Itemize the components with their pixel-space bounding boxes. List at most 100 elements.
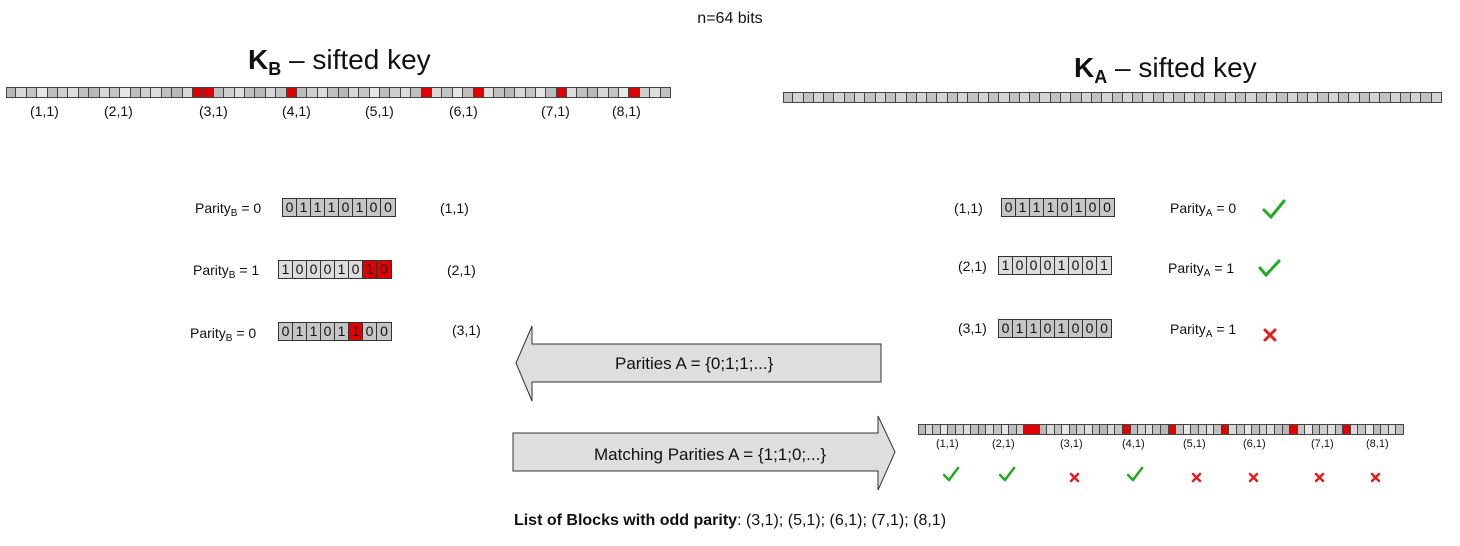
key-bit-cell: [1183, 424, 1192, 435]
cross-icon: [1263, 328, 1277, 342]
bit-cell: 0: [1097, 320, 1111, 337]
key-bit-cell: [546, 87, 557, 98]
bit-cell: 1: [1072, 199, 1086, 216]
key-bit-cell: [1373, 424, 1382, 435]
bit-cell: 0: [1013, 257, 1027, 274]
bit-cell: 0: [321, 323, 335, 340]
key-bit-cell: [567, 87, 578, 98]
key-bit-cell: [933, 424, 941, 435]
small-key-block-label: (6,1): [1243, 438, 1266, 450]
key-bit-cell: [1009, 92, 1020, 103]
alice-block-id-3: (3,1): [958, 320, 987, 336]
bit-cell: 0: [999, 320, 1013, 337]
key-bit-cell: [1335, 424, 1344, 435]
key-bit-cell: [1339, 92, 1350, 103]
key-bit-cell: [380, 87, 391, 98]
key-bit-cell: [598, 87, 609, 98]
key-bit-cell: [1145, 424, 1154, 435]
key-bit-cell: [494, 87, 505, 98]
key-bit-cell: [803, 92, 814, 103]
key-bit-cell: [1431, 92, 1442, 103]
key-bit-cell: [927, 92, 938, 103]
key-bit-cell: [161, 87, 173, 98]
key-bit-cell: [925, 424, 934, 435]
key-bit-cell: [120, 87, 131, 98]
bit-cell: 1: [363, 261, 377, 278]
key-bit-cell: [639, 87, 651, 98]
key-bit-cell: [1138, 424, 1146, 435]
bit-cell: 0: [377, 323, 391, 340]
key-bit-cell: [1259, 424, 1268, 435]
key-a-title: KA – sifted key: [1074, 52, 1257, 88]
bit-cell: 0: [363, 323, 377, 340]
key-bit-cell: [1312, 424, 1321, 435]
key-bit-cell: [452, 87, 464, 98]
key-bit-cell: [813, 92, 825, 103]
key-bit-cell: [793, 92, 804, 103]
check-icon: [1126, 466, 1144, 482]
key-bit-cell: [328, 87, 339, 98]
bit-cell: 0: [1069, 257, 1083, 274]
alice-parity-1: ParityA = 0: [1170, 200, 1237, 219]
key-b-block-label: (2,1): [104, 103, 133, 119]
cross-icon: [1191, 472, 1202, 483]
key-bit-cell: [1287, 92, 1298, 103]
key-bit-cell: [948, 424, 956, 435]
key-b-title: KB – sifted key: [248, 44, 431, 80]
cross-icon: [1248, 472, 1259, 483]
key-bit-cell: [1062, 424, 1070, 435]
bit-cell: 1: [293, 323, 307, 340]
key-bit-cell: [918, 424, 926, 435]
small-key-block-label: (3,1): [1060, 438, 1083, 450]
key-bit-cell: [1112, 92, 1123, 103]
key-bit-cell: [1358, 424, 1367, 435]
key-bit-cell: [338, 87, 349, 98]
key-bit-cell: [1256, 92, 1267, 103]
key-bit-cell: [203, 87, 214, 98]
key-b-block-label: (1,1): [30, 103, 59, 119]
bit-cell: 0: [321, 261, 335, 278]
key-bit-cell: [1305, 424, 1313, 435]
key-bit-cell: [296, 87, 308, 98]
key-bit-cell: [1163, 92, 1175, 103]
check-icon: [1262, 199, 1286, 220]
small-key-block-label: (1,1): [936, 438, 959, 450]
key-b-block-label: (4,1): [282, 103, 311, 119]
bit-cell: 1: [1044, 199, 1058, 216]
key-bit-cell: [1214, 424, 1222, 435]
key-bit-cell: [1069, 424, 1078, 435]
key-bit-cell: [1274, 424, 1283, 435]
bit-cell: 1: [1055, 257, 1069, 274]
key-bit-cell: [130, 87, 142, 98]
key-bit-cell: [151, 87, 162, 98]
key-bit-cell: [1396, 424, 1404, 435]
small-key-result-marks: [0, 466, 1460, 488]
key-a-title-rest: – sifted key: [1107, 52, 1257, 83]
key-bit-cell: [1174, 92, 1185, 103]
key-bit-cell: [1040, 92, 1051, 103]
key-bit-cell: [968, 92, 979, 103]
key-bit-cell: [1091, 92, 1103, 103]
key-bit-cell: [359, 87, 370, 98]
key-bit-cell: [1236, 92, 1247, 103]
key-bit-cell: [1153, 424, 1161, 435]
cross-icon: [1069, 472, 1080, 483]
left-arrow-shape: [515, 325, 882, 402]
key-bit-cell: [844, 92, 856, 103]
alice-block-id-1: (1,1): [954, 200, 983, 216]
small-key-block-label: (2,1): [992, 438, 1015, 450]
bob-block-id-3: (3,1): [452, 322, 481, 338]
key-bit-cell: [783, 92, 794, 103]
bob-parity-2: ParityB = 1: [193, 262, 260, 281]
key-bit-cell: [1100, 424, 1108, 435]
key-bit-cell: [265, 87, 277, 98]
key-bit-cell: [978, 92, 989, 103]
bit-cell: 0: [1041, 320, 1055, 337]
key-b-block-label: (3,1): [199, 103, 228, 119]
key-bit-cell: [1077, 424, 1086, 435]
parities-a-label: Parities A = {0;1;1;...}: [615, 354, 774, 373]
key-bit-cell: [1225, 92, 1237, 103]
bit-cell: 0: [1041, 257, 1055, 274]
